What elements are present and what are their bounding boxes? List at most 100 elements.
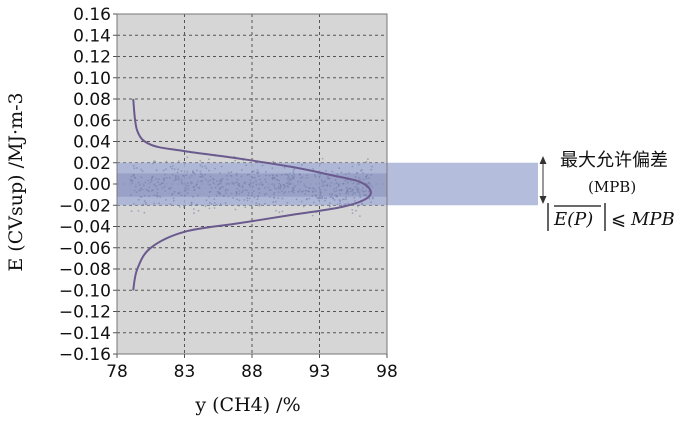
scatter-point	[302, 205, 305, 208]
scatter-point	[324, 180, 326, 183]
scatter-point	[219, 172, 221, 175]
scatter-point	[265, 174, 267, 177]
scatter-point	[338, 199, 341, 201]
scatter-point	[251, 194, 253, 197]
scatter-point	[344, 192, 347, 195]
scatter-point	[272, 201, 275, 204]
scatter-point	[260, 181, 263, 184]
scatter-point	[130, 180, 133, 182]
scatter-point	[236, 187, 239, 190]
scatter-point	[170, 186, 173, 189]
scatter-point	[148, 195, 151, 198]
scatter-point	[149, 181, 152, 184]
scatter-point	[180, 181, 183, 183]
scatter-point	[138, 184, 141, 187]
scatter-point	[345, 198, 347, 201]
x-tick-label: 93	[309, 362, 331, 382]
plot-area	[116, 13, 538, 355]
scatter-point	[208, 207, 211, 210]
scatter-point	[290, 178, 293, 181]
scatter-point	[294, 184, 297, 187]
scatter-point	[200, 175, 203, 178]
scatter-point	[308, 190, 310, 193]
scatter-point	[180, 178, 183, 181]
scatter-point	[356, 186, 359, 189]
scatter-point	[209, 179, 212, 182]
scatter-point	[347, 188, 350, 190]
x-tick-label: 88	[241, 362, 263, 382]
scatter-point	[162, 169, 165, 172]
scatter-point	[236, 181, 239, 184]
scatter-point	[238, 199, 241, 202]
scatter-point	[281, 197, 284, 200]
y-tick-label: −0.06	[59, 239, 111, 259]
scatter-point	[276, 179, 278, 181]
scatter-point	[321, 157, 324, 160]
scatter-point	[284, 191, 287, 193]
scatter-point	[162, 178, 165, 180]
scatter-point	[180, 194, 183, 197]
scatter-point	[306, 174, 308, 177]
scatter-point	[183, 206, 185, 209]
scatter-point	[151, 176, 154, 179]
scatter-point	[201, 174, 204, 177]
scatter-point	[210, 187, 213, 189]
scatter-point	[308, 187, 310, 189]
scatter-point	[157, 195, 160, 197]
scatter-point	[346, 181, 349, 184]
scatter-point	[178, 177, 180, 180]
scatter-point	[278, 211, 281, 214]
y-tick-label: −0.10	[59, 281, 111, 301]
y-tick-label: 0.12	[73, 48, 111, 68]
mpb-sublabel: (MPB)	[588, 178, 636, 196]
scatter-point	[326, 184, 328, 187]
scatter-point	[190, 201, 193, 204]
scatter-point	[359, 194, 361, 197]
scatter-point	[214, 186, 217, 189]
scatter-point	[150, 178, 153, 181]
scatter-point	[152, 162, 154, 165]
scatter-point	[290, 190, 293, 193]
scatter-point	[360, 189, 363, 192]
y-tick-label: 0.02	[73, 154, 111, 174]
scatter-point	[251, 171, 254, 173]
scatter-point	[158, 178, 160, 181]
scatter-point	[251, 192, 254, 195]
scatter-point	[325, 169, 327, 172]
scatter-point	[287, 176, 290, 178]
scatter-point	[231, 181, 234, 184]
scatter-point	[278, 182, 280, 185]
scatter-point	[286, 185, 289, 187]
scatter-point	[319, 191, 321, 194]
scatter-point	[173, 190, 176, 193]
scatter-point	[312, 187, 314, 189]
scatter-point	[273, 184, 276, 187]
scatter-point	[184, 186, 187, 189]
scatter-point	[318, 199, 320, 202]
scatter-point	[333, 190, 336, 193]
scatter-point	[365, 175, 368, 178]
scatter-point	[264, 202, 266, 205]
scatter-point	[186, 156, 189, 159]
scatter-point	[194, 173, 196, 175]
scatter-point	[293, 175, 296, 178]
scatter-point	[345, 196, 347, 199]
scatter-point	[193, 188, 196, 191]
scatter-point	[140, 168, 143, 171]
scatter-point	[240, 175, 243, 178]
scatter-point	[169, 176, 171, 179]
scatter-point	[356, 183, 358, 186]
scatter-point	[216, 184, 219, 186]
scatter-point	[247, 191, 250, 194]
scatter-point	[207, 180, 210, 183]
scatter-point	[288, 177, 291, 180]
scatter-point	[344, 203, 347, 205]
distribution-curve	[132, 98, 372, 291]
scatter-point	[352, 182, 355, 185]
scatter-point	[213, 198, 216, 201]
scatter-point	[258, 204, 261, 207]
scatter-point	[314, 190, 317, 192]
scatter-point	[130, 194, 132, 197]
scatter-point	[252, 185, 254, 188]
scatter-point	[142, 203, 144, 206]
